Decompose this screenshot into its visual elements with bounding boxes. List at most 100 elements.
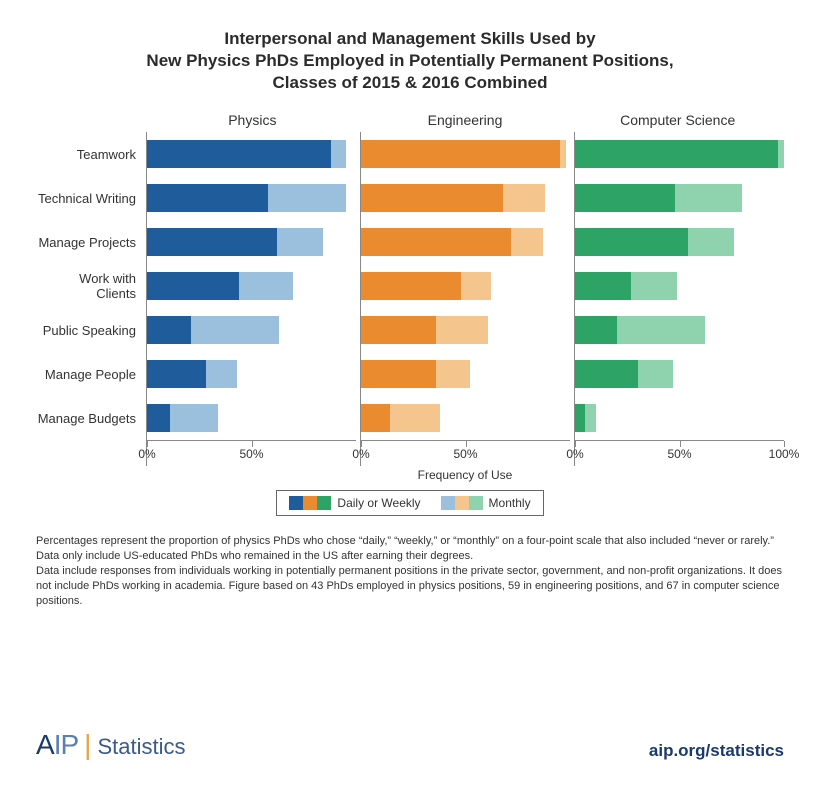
category-label: Work with Clients — [36, 271, 146, 301]
bar-group — [147, 228, 356, 256]
bar-group — [575, 184, 784, 212]
bar-group — [361, 272, 570, 300]
bar-daily-weekly — [361, 184, 503, 212]
bar-group — [361, 316, 570, 344]
bar-daily-weekly — [147, 316, 191, 344]
bar-group — [147, 184, 356, 212]
logo-divider: | — [80, 729, 95, 761]
legend-swatches — [289, 496, 331, 510]
bar-daily-weekly — [361, 316, 436, 344]
legend-swatches — [441, 496, 483, 510]
category-label: Technical Writing — [36, 191, 146, 206]
legend-item: Monthly — [441, 496, 531, 510]
panel-cell — [574, 220, 784, 264]
bar-monthly — [277, 228, 323, 256]
bar-monthly — [331, 140, 346, 168]
bar-monthly — [631, 272, 677, 300]
panel-cell — [146, 352, 356, 396]
bar-group — [575, 228, 784, 256]
bar-daily-weekly — [147, 272, 239, 300]
panel-cell — [574, 132, 784, 176]
tick-label: 0% — [138, 447, 155, 461]
legend-swatch — [303, 496, 317, 510]
tick-label: 50% — [453, 447, 477, 461]
panel-cell — [574, 176, 784, 220]
bar-group — [147, 316, 356, 344]
tick-label: 50% — [667, 447, 691, 461]
chart-row: Public Speaking — [36, 308, 784, 352]
legend-swatch — [455, 496, 469, 510]
title-line: Classes of 2015 & 2016 Combined — [36, 72, 784, 94]
bar-daily-weekly — [147, 360, 206, 388]
tick-label: 0% — [352, 447, 369, 461]
legend-swatch — [289, 496, 303, 510]
bar-daily-weekly — [575, 360, 638, 388]
bar-group — [361, 140, 570, 168]
footnote-line: Percentages represent the proportion of … — [36, 534, 784, 564]
category-label: Manage People — [36, 367, 146, 382]
chart-row: Manage Budgets — [36, 396, 784, 440]
row-panels — [146, 396, 784, 440]
logo-statistics: Statistics — [97, 734, 185, 760]
category-label: Public Speaking — [36, 323, 146, 338]
bar-group — [147, 272, 356, 300]
panel-cell — [360, 132, 570, 176]
bar-monthly — [638, 360, 674, 388]
bar-group — [575, 272, 784, 300]
category-label: Manage Projects — [36, 235, 146, 250]
panel-cell — [360, 308, 570, 352]
panel-cell — [360, 264, 570, 308]
chart-container: Interpersonal and Management Skills Used… — [0, 0, 820, 629]
bar-monthly — [170, 404, 218, 432]
footer-url: aip.org/statistics — [649, 741, 784, 761]
legend-label: Monthly — [489, 496, 531, 510]
bar-group — [147, 404, 356, 432]
bar-monthly — [503, 184, 545, 212]
bar-monthly — [511, 228, 542, 256]
bar-daily-weekly — [361, 360, 436, 388]
bar-group — [575, 316, 784, 344]
bar-daily-weekly — [147, 404, 170, 432]
panel-cell — [360, 220, 570, 264]
bar-daily-weekly — [575, 140, 778, 168]
logo-letters-ip: IP — [54, 729, 78, 760]
chart-body: Teamwork Technical Writing Manage Projects… — [36, 132, 784, 440]
bar-daily-weekly — [575, 404, 585, 432]
bar-daily-weekly — [575, 316, 617, 344]
panel-header: Engineering — [359, 112, 572, 128]
bar-monthly — [191, 316, 279, 344]
bar-group — [361, 360, 570, 388]
bar-monthly — [560, 140, 566, 168]
row-panels — [146, 132, 784, 176]
panel-cell — [146, 176, 356, 220]
bar-group — [147, 140, 356, 168]
row-panels — [146, 308, 784, 352]
legend-swatch — [469, 496, 483, 510]
logo: AIP | Statistics — [36, 729, 185, 761]
logo-letter-a: A — [36, 729, 54, 760]
panel-cell — [574, 352, 784, 396]
panel-header: Computer Science — [571, 112, 784, 128]
panel-cell — [360, 352, 570, 396]
panel-headers: PhysicsEngineeringComputer Science — [146, 112, 784, 128]
bar-group — [575, 140, 784, 168]
panel-cell — [146, 308, 356, 352]
bar-monthly — [688, 228, 734, 256]
panel-cell — [574, 308, 784, 352]
bar-daily-weekly — [361, 140, 560, 168]
bar-monthly — [585, 404, 595, 432]
category-label: Teamwork — [36, 147, 146, 162]
chart-row: Technical Writing — [36, 176, 784, 220]
chart-row: Teamwork — [36, 132, 784, 176]
title-line: Interpersonal and Management Skills Used… — [36, 28, 784, 50]
axis-panel: 0%50% — [146, 440, 356, 466]
bar-daily-weekly — [575, 228, 688, 256]
chart-row: Manage Projects — [36, 220, 784, 264]
axis-row: 0%50%0%50%0%50%100% — [146, 440, 784, 466]
axis-panel: 0%50% — [360, 440, 570, 466]
bar-daily-weekly — [361, 272, 461, 300]
x-axis-label: Frequency of Use — [146, 468, 784, 482]
title-line: New Physics PhDs Employed in Potentially… — [36, 50, 784, 72]
tick-label: 0% — [566, 447, 583, 461]
footer: AIP | Statistics aip.org/statistics — [36, 729, 784, 761]
